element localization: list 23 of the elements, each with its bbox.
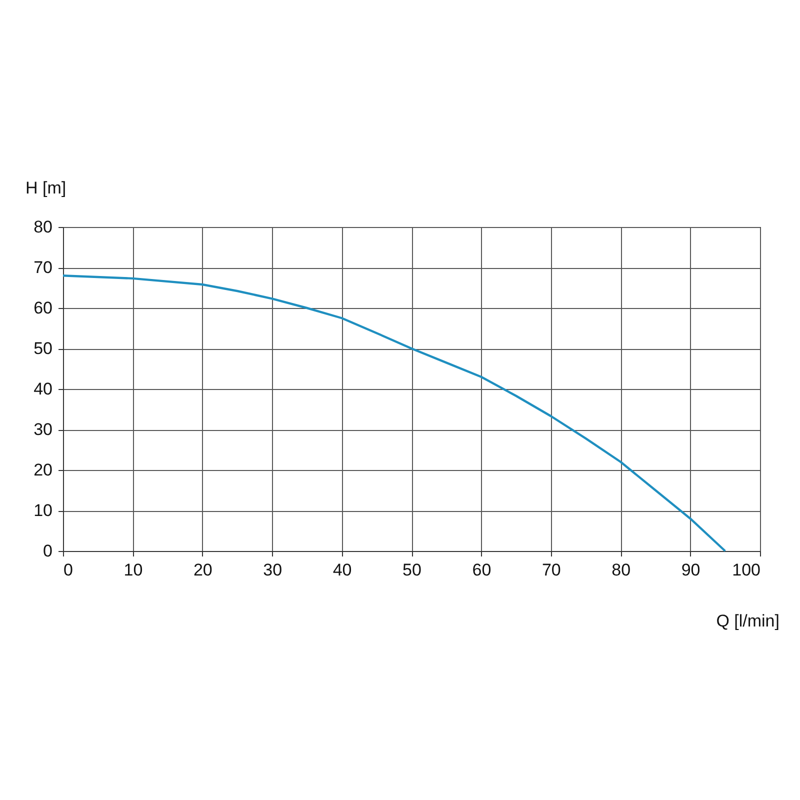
y-tick-label: 60 <box>34 298 52 318</box>
x-tick-label: 90 <box>681 560 700 580</box>
x-tick-label: 0 <box>64 560 73 580</box>
y-tick-label: 70 <box>34 258 52 277</box>
x-tick-label: 10 <box>124 560 143 580</box>
x-tick-label: 70 <box>542 560 561 580</box>
x-tick-label: 60 <box>472 560 492 580</box>
y-tick-label: 10 <box>34 501 52 520</box>
x-tick-label: 50 <box>402 560 422 580</box>
x-axis-title: Q [l/min] <box>716 612 780 630</box>
x-tick-label: 30 <box>263 560 282 580</box>
x-tick-label: 100 <box>732 560 760 580</box>
y-tick-label: 0 <box>43 542 52 560</box>
y-tick-label: 80 <box>34 218 52 236</box>
x-tick-label: 20 <box>193 560 212 580</box>
y-tick-label: 50 <box>34 339 52 358</box>
x-tick-label: 40 <box>332 560 352 580</box>
y-tick-label: 40 <box>34 380 52 398</box>
y-tick-label: 30 <box>34 420 52 439</box>
y-tick-label: 20 <box>34 460 52 480</box>
y-axis-title: H [m] <box>26 178 66 198</box>
x-tick-label: 80 <box>612 560 631 580</box>
line-series <box>62 274 726 552</box>
